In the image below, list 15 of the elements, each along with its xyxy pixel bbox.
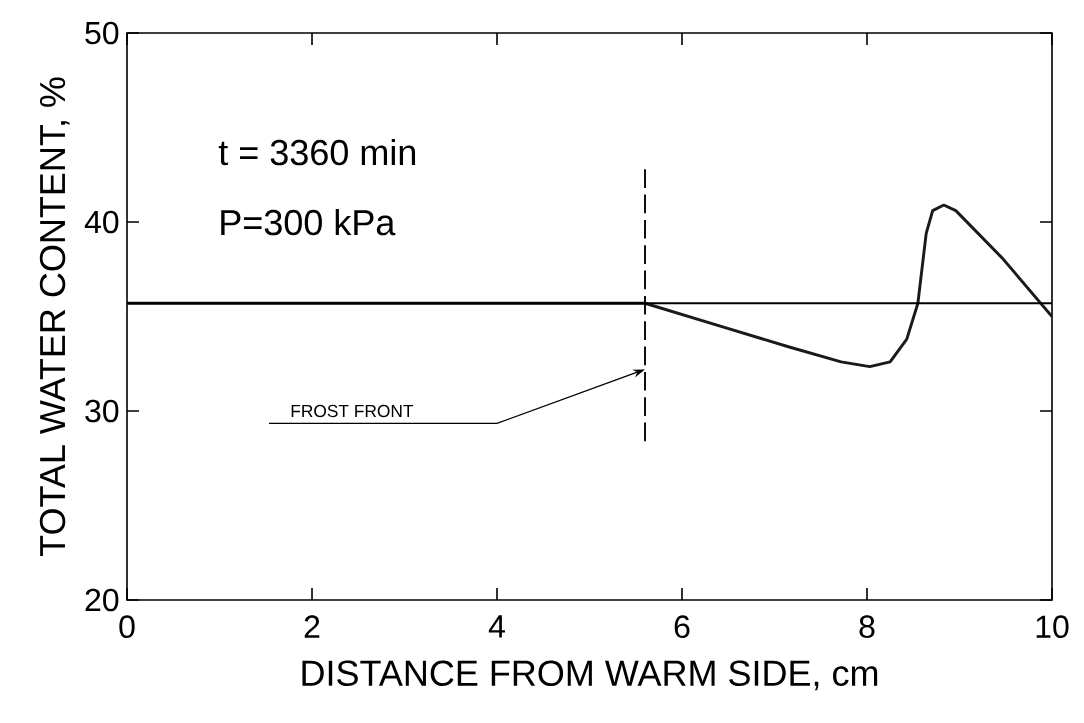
y-tick-label: 30 <box>85 399 119 423</box>
x-tick-label: 0 <box>119 615 135 639</box>
annotation: P=300 kPa <box>221 208 396 236</box>
x-tick-label: 6 <box>674 615 690 639</box>
x-tick-label: 4 <box>488 615 505 638</box>
x-tick-label: 10 <box>1036 615 1069 639</box>
y-axis-title: TOTAL WATER CONTENT, % <box>39 77 70 557</box>
x-axis-title: DISTANCE FROM WARM SIDE, cm <box>302 660 878 691</box>
annotation: t = 3360 min <box>218 138 416 166</box>
y-tick-label: 50 <box>85 21 119 45</box>
y-tick-label: 40 <box>84 210 119 234</box>
annotation: FROST FRONT <box>291 404 414 418</box>
x-tick-label: 2 <box>304 615 320 638</box>
x-tick-label: 8 <box>859 615 875 639</box>
y-tick-label: 20 <box>85 588 119 612</box>
